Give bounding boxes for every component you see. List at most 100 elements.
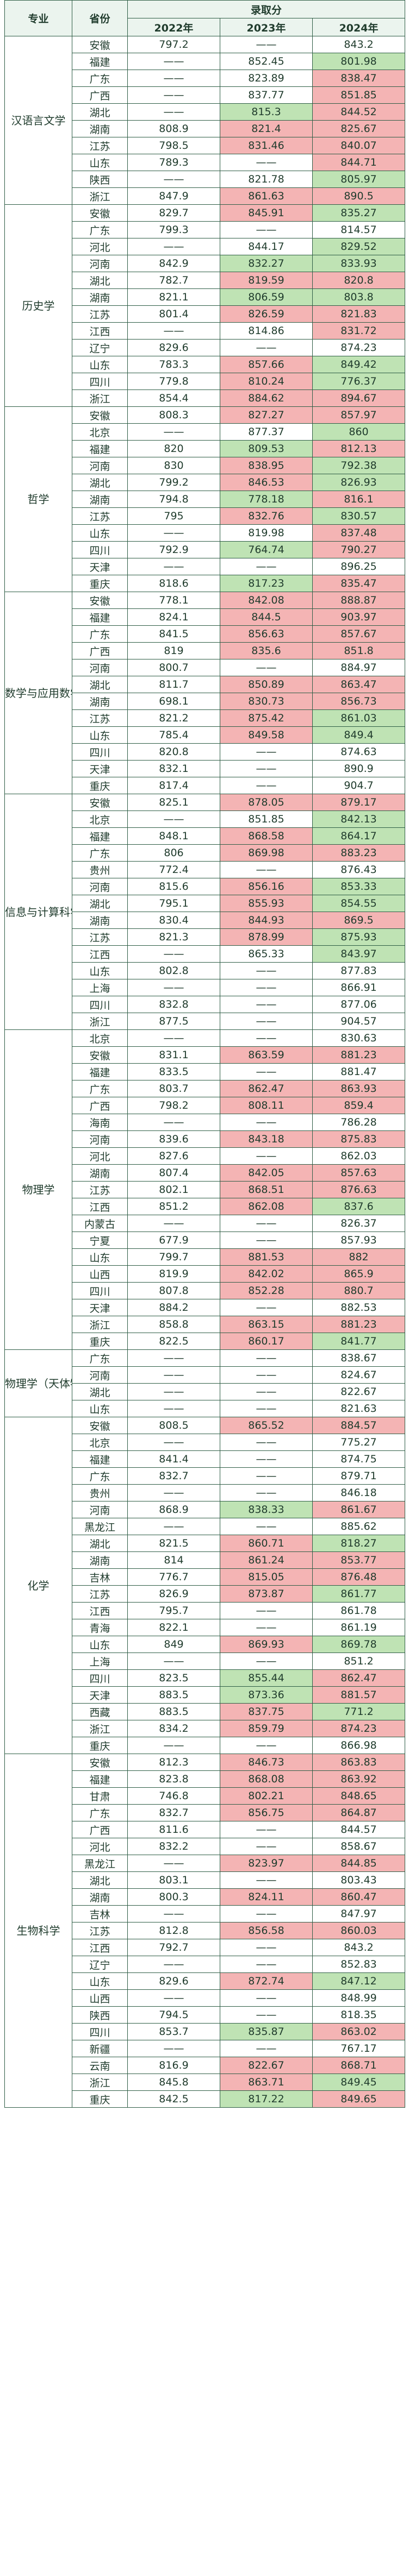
score-2024-cell: 851.85 [312,86,406,104]
score-2023-cell: —— [220,1383,313,1400]
province-cell: 黑龙江 [72,1855,128,1872]
table-row: 福建 824.1 844.5 903.97 [5,608,406,626]
score-2024-cell: 826.93 [312,474,406,491]
province-cell: 江西 [72,1602,128,1619]
score-2023-cell: 869.98 [220,844,313,862]
province-cell: 重庆 [72,2090,128,2108]
score-2024-cell: 814.57 [312,221,406,238]
province-cell: 天津 [72,1299,128,1316]
table-row: 四川 832.8 —— 877.06 [5,996,406,1013]
province-cell: 天津 [72,558,128,575]
province-cell: 江西 [72,322,128,340]
score-2023-cell: —— [220,1299,313,1316]
major-cell: 哲学 [4,406,72,592]
score-2022-cell: 778.1 [127,592,220,609]
score-2024-cell: 837.48 [312,524,406,542]
score-2022-cell: —— [127,979,220,996]
score-2024-cell: 888.87 [312,592,406,609]
score-2023-cell: 865.33 [220,945,313,963]
score-2023-cell: 832.27 [220,255,313,272]
score-2022-cell: 677.9 [127,1232,220,1249]
score-2024-cell: 846.18 [312,1484,406,1501]
score-2024-cell: 864.17 [312,827,406,845]
score-2022-cell: 798.5 [127,137,220,154]
score-2024-cell: 861.03 [312,709,406,727]
table-row: 广东 803.7 862.47 863.93 [5,1080,406,1097]
score-2023-cell: 837.77 [220,86,313,104]
score-2022-cell: 832.2 [127,1838,220,1855]
score-2023-cell: 842.02 [220,1265,313,1283]
score-2023-cell: —— [220,1147,313,1165]
score-2023-cell: —— [220,659,313,676]
table-row: 浙江 877.5 —— 904.57 [5,1013,406,1030]
major-cell: 生物科学 [4,1754,72,2108]
province-cell: 吉林 [72,1905,128,1922]
score-2022-cell: 832.8 [127,996,220,1013]
province-cell: 上海 [72,979,128,996]
score-2023-cell: —— [220,1871,313,1889]
score-2022-cell: 785.4 [127,726,220,744]
province-cell: 河南 [72,457,128,474]
score-2024-cell: 880.7 [312,1282,406,1299]
score-2024-cell: 884.57 [312,1417,406,1434]
table-row: 湖北 811.7 850.89 863.47 [5,676,406,693]
score-2022-cell: 799.3 [127,221,220,238]
score-2024-cell: 786.28 [312,1114,406,1131]
province-cell: 广西 [72,1821,128,1838]
score-2024-cell: 805.97 [312,171,406,188]
header-row-2: 2022年 2023年 2024年 [5,18,406,36]
score-2022-cell: —— [127,1114,220,1131]
province-cell: 山东 [72,524,128,542]
province-cell: 四川 [72,541,128,558]
score-2022-cell: 772.4 [127,861,220,878]
score-2022-cell: 816.9 [127,2057,220,2074]
score-2024-cell: 830.57 [312,507,406,525]
score-2022-cell: 868.9 [127,1501,220,1518]
score-2022-cell: 858.8 [127,1316,220,1333]
score-2024-cell: 848.65 [312,1787,406,1805]
province-cell: 广东 [72,1080,128,1097]
table-row: 江西 792.7 —— 843.2 [5,1939,406,1956]
score-2022-cell: 811.6 [127,1821,220,1838]
table-row: 湖北 782.7 819.59 820.8 [5,272,406,289]
table-row: 四川 792.9 764.74 790.27 [5,541,406,558]
score-2023-cell: —— [220,2040,313,2057]
score-2022-cell: —— [127,1989,220,2007]
score-2024-cell: 851.2 [312,1653,406,1670]
score-2024-cell: 803.43 [312,1871,406,1889]
score-2024-cell: 825.67 [312,120,406,137]
score-2024-cell: 866.91 [312,979,406,996]
table-row: 山东 785.4 849.58 849.4 [5,726,406,744]
province-cell: 新疆 [72,2040,128,2057]
score-2024-cell: 866.98 [312,1737,406,1754]
table-row: 湖南 814 861.24 853.77 [5,1551,406,1569]
table-row: 浙江 834.2 859.79 874.23 [5,1720,406,1737]
score-2023-cell: —— [220,2006,313,2024]
score-2022-cell: —— [127,1518,220,1535]
table-row: 江苏 826.9 873.87 861.77 [5,1585,406,1603]
score-2022-cell: 814 [127,1551,220,1569]
province-cell: 江苏 [72,709,128,727]
table-row: 湖南 830.4 844.93 869.5 [5,912,406,929]
score-2022-cell: 831.1 [127,1046,220,1064]
province-cell: 重庆 [72,575,128,592]
table-row: 上海 —— —— 851.2 [5,1653,406,1670]
province-cell: 湖南 [72,1888,128,1906]
score-2023-cell: 861.24 [220,1551,313,1569]
score-2023-cell: 808.11 [220,1097,313,1114]
score-2024-cell: 837.6 [312,1198,406,1215]
score-2024-cell: 874.23 [312,339,406,356]
table-row: 福建 820 809.53 812.13 [5,440,406,457]
score-2024-cell: 857.97 [312,406,406,424]
score-2023-cell: —— [220,1400,313,1417]
province-cell: 北京 [72,811,128,828]
score-2022-cell: 821.3 [127,928,220,946]
province-cell: 天津 [72,1686,128,1704]
province-cell: 河南 [72,255,128,272]
score-2023-cell: —— [220,1029,313,1047]
score-2024-cell: 835.47 [312,575,406,592]
score-2022-cell: 795.1 [127,895,220,912]
province-cell: 河南 [72,878,128,895]
table-row: 山东 849 869.93 869.78 [5,1636,406,1653]
score-2024-cell: 890.9 [312,760,406,777]
